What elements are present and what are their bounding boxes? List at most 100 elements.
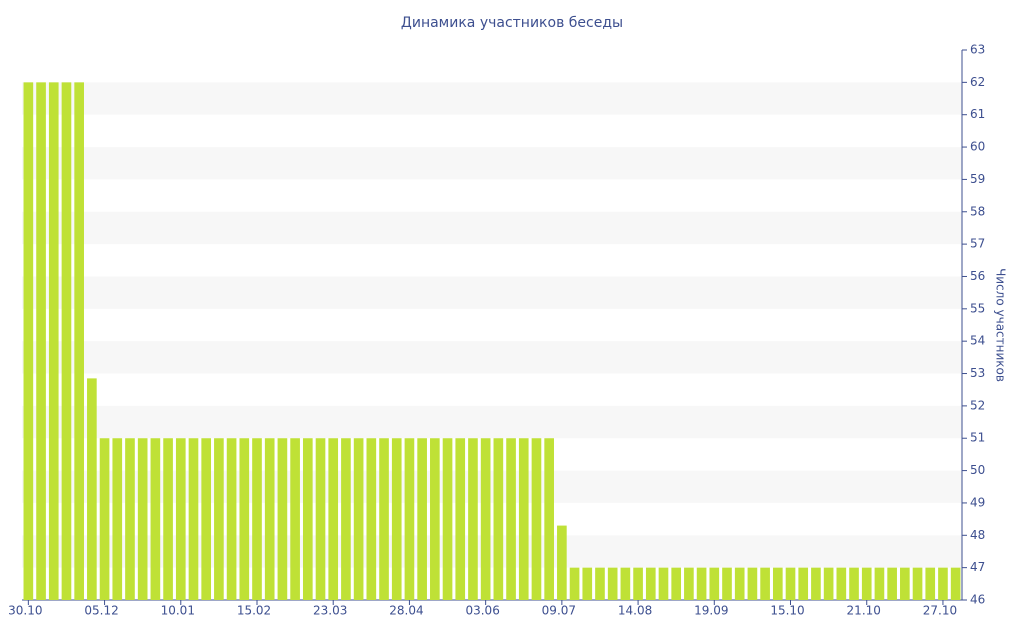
bar	[874, 567, 885, 600]
bar	[315, 438, 326, 600]
y-tick-label: 60	[970, 140, 985, 154]
x-tick-label: 05.12	[84, 604, 118, 618]
y-tick-label: 53	[970, 366, 985, 380]
bar	[366, 438, 377, 600]
bar	[734, 567, 745, 600]
bar	[188, 438, 199, 600]
x-tick-label: 03.06	[465, 604, 499, 618]
bar	[531, 438, 542, 600]
y-tick-label: 46	[970, 593, 985, 607]
bar	[709, 567, 720, 600]
bar	[36, 82, 46, 600]
bar	[353, 438, 364, 600]
x-tick-label: 15.10	[770, 604, 804, 618]
y-tick-label: 63	[970, 43, 985, 57]
bar	[74, 82, 84, 600]
x-tick-label: 19.09	[694, 604, 728, 618]
x-tick-label: 09.07	[542, 604, 576, 618]
bar	[175, 438, 186, 600]
y-tick-label: 51	[970, 431, 985, 445]
bar	[506, 438, 516, 600]
y-tick-label: 48	[970, 528, 985, 542]
chart-title: Динамика участников беседы	[401, 15, 623, 31]
y-tick-label: 52	[970, 398, 985, 412]
bar	[658, 567, 669, 600]
bar	[861, 567, 872, 600]
x-tick-label: 23.03	[313, 604, 347, 618]
bar	[684, 567, 694, 600]
bar	[595, 567, 605, 600]
bar	[239, 438, 250, 600]
bar	[544, 438, 554, 600]
y-tick-label: 62	[970, 75, 985, 89]
bar	[277, 438, 288, 600]
bar	[620, 567, 631, 600]
bar	[442, 438, 453, 600]
bar	[823, 567, 834, 600]
bar	[112, 438, 123, 600]
grid-band	[22, 535, 962, 568]
bar	[328, 438, 339, 600]
bar	[391, 438, 402, 600]
bar	[430, 438, 440, 600]
y-tick-label: 61	[970, 107, 985, 121]
bar	[811, 567, 821, 600]
bar	[404, 438, 415, 600]
grid-band	[22, 82, 962, 115]
bar	[607, 567, 618, 600]
y-axis-label: Число участников	[994, 268, 1008, 382]
y-tick-label: 49	[970, 495, 985, 509]
bar	[480, 438, 491, 600]
bar	[264, 438, 275, 600]
bar	[252, 438, 262, 600]
bar	[645, 567, 656, 600]
x-tick-label: 21.10	[847, 604, 881, 618]
bar	[696, 567, 707, 600]
bar	[950, 567, 961, 600]
bar	[938, 567, 948, 600]
grid-band	[22, 470, 962, 503]
bar	[163, 438, 173, 600]
y-tick-label: 56	[970, 269, 985, 283]
bar	[455, 438, 466, 600]
bar	[302, 438, 313, 600]
y-tick-label: 55	[970, 301, 985, 315]
bar	[468, 438, 478, 600]
bar	[569, 567, 580, 600]
bar	[722, 567, 732, 600]
bar	[61, 82, 72, 600]
y-tick-label: 59	[970, 172, 985, 186]
bar	[99, 438, 110, 600]
grid-band	[22, 405, 962, 439]
bar	[925, 567, 936, 600]
bar	[87, 378, 97, 600]
y-tick-label: 57	[970, 237, 985, 251]
bar	[226, 438, 237, 600]
bar	[341, 438, 351, 600]
bar	[23, 82, 34, 600]
bar	[150, 438, 161, 600]
bar	[849, 567, 859, 600]
x-tick-label: 30.10	[8, 604, 42, 618]
y-tick-label: 54	[970, 334, 985, 348]
bar	[785, 567, 796, 600]
bar	[493, 438, 504, 600]
bar	[214, 438, 224, 600]
bar	[912, 567, 923, 600]
bar	[633, 567, 643, 600]
bar	[747, 567, 758, 600]
bar	[290, 438, 300, 600]
bar	[201, 438, 212, 600]
bar	[137, 438, 148, 600]
x-tick-label: 28.04	[389, 604, 423, 618]
bar	[836, 567, 847, 600]
bar	[417, 438, 427, 600]
grid-band	[22, 341, 962, 374]
bar	[557, 525, 567, 600]
bar	[671, 567, 682, 600]
x-tick-label: 27.10	[923, 604, 957, 618]
bar	[518, 438, 529, 600]
bar	[900, 567, 910, 600]
bar	[772, 567, 783, 600]
